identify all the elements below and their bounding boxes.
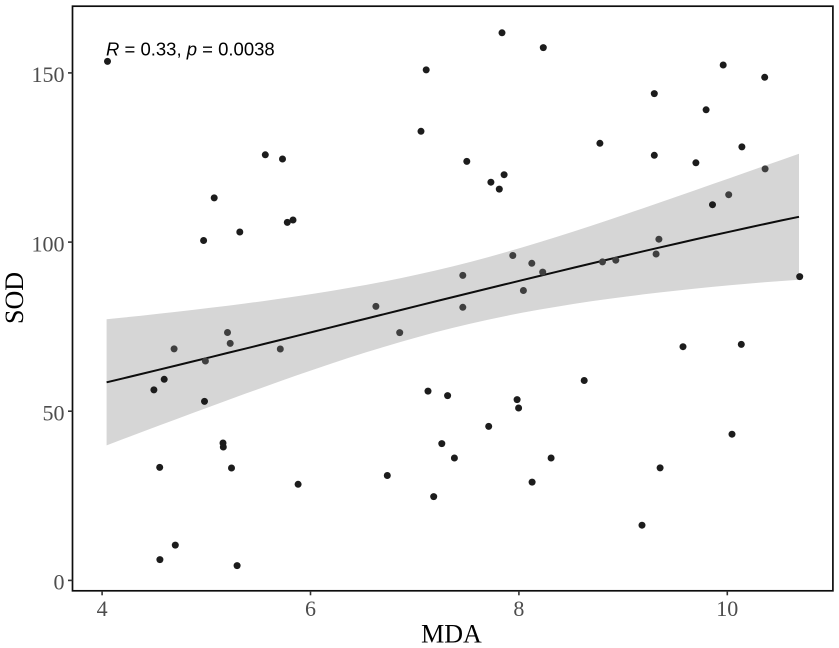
- svg-text:150: 150: [32, 62, 65, 87]
- svg-text:0: 0: [54, 570, 65, 595]
- svg-text:SOD: SOD: [0, 272, 29, 324]
- svg-text:6: 6: [305, 596, 316, 621]
- svg-text:10: 10: [716, 596, 738, 621]
- svg-text:100: 100: [32, 231, 65, 256]
- svg-text:50: 50: [43, 400, 65, 425]
- svg-text:MDA: MDA: [421, 620, 482, 648]
- svg-text:4: 4: [97, 596, 108, 621]
- svg-text:R = 0.33, p = 0.0038: R = 0.33, p = 0.0038: [106, 39, 275, 60]
- svg-text:8: 8: [513, 596, 524, 621]
